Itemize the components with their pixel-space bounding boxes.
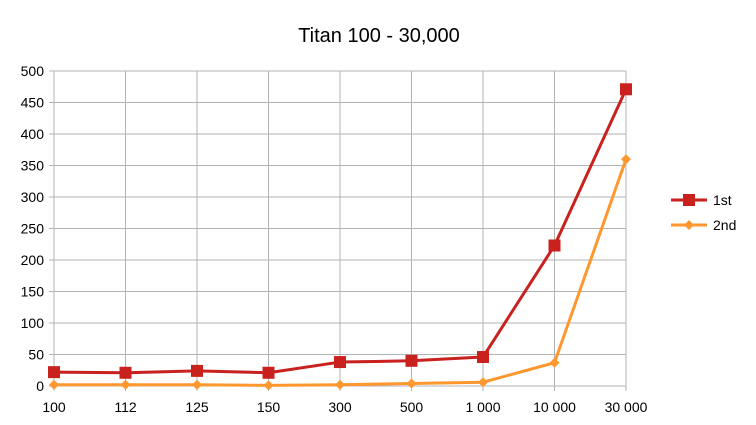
series-2nd	[49, 154, 631, 391]
y-tick-label: 500	[21, 63, 45, 79]
data-point	[549, 357, 560, 368]
x-tick-label: 125	[185, 399, 209, 415]
x-tick-label: 500	[400, 399, 424, 415]
x-tick-label: 100	[42, 399, 66, 415]
x-tick-label: 30 000	[605, 399, 648, 415]
legend-entry-2nd: 2nd	[671, 217, 736, 233]
chart-title: Titan 100 - 30,000	[298, 25, 460, 47]
y-tick-label: 450	[21, 95, 45, 111]
data-point	[405, 354, 418, 367]
data-point	[335, 379, 345, 390]
x-tick-label: 10 000	[533, 399, 576, 415]
data-point	[262, 366, 275, 379]
data-point	[334, 356, 346, 369]
x-tick-label: 112	[114, 399, 137, 415]
legend-marker	[683, 194, 695, 206]
data-point	[621, 154, 631, 165]
data-point	[49, 379, 59, 390]
y-tick-label: 400	[21, 126, 45, 142]
data-point	[263, 380, 274, 391]
x-tick-label: 1 000	[465, 399, 500, 415]
y-tick-label: 200	[21, 252, 45, 268]
y-tick-label: 150	[21, 284, 45, 300]
y-tick-label: 300	[21, 189, 45, 205]
data-point	[477, 351, 489, 364]
y-axis: 0 50 100 150 200 250 300 350 400 450 500	[21, 63, 54, 394]
y-tick-label: 50	[28, 347, 44, 363]
legend-label: 2nd	[713, 217, 736, 233]
legend-marker	[684, 220, 694, 230]
data-point	[119, 366, 132, 379]
series-group	[48, 83, 632, 391]
data-point	[191, 364, 203, 377]
x-tick-label: 300	[328, 399, 352, 415]
x-axis: 100 112 125 150 300 500 1 000 10 000 30 000	[42, 386, 648, 415]
y-tick-label: 100	[21, 315, 45, 331]
legend-entry-1st: 1st	[671, 192, 732, 208]
legend-label: 1st	[713, 192, 732, 208]
data-point	[406, 378, 417, 389]
legend: 1st 2nd	[671, 192, 736, 233]
data-point	[120, 379, 131, 390]
y-tick-label: 250	[21, 221, 45, 237]
series-1st	[48, 83, 632, 379]
data-point	[192, 379, 202, 390]
y-tick-label: 350	[21, 158, 45, 174]
data-point	[620, 83, 632, 96]
gridlines	[53, 70, 627, 387]
x-tick-label: 150	[257, 399, 281, 415]
y-tick-label: 0	[36, 378, 44, 394]
data-point	[48, 366, 60, 379]
data-point	[478, 377, 488, 388]
data-point	[548, 239, 561, 252]
